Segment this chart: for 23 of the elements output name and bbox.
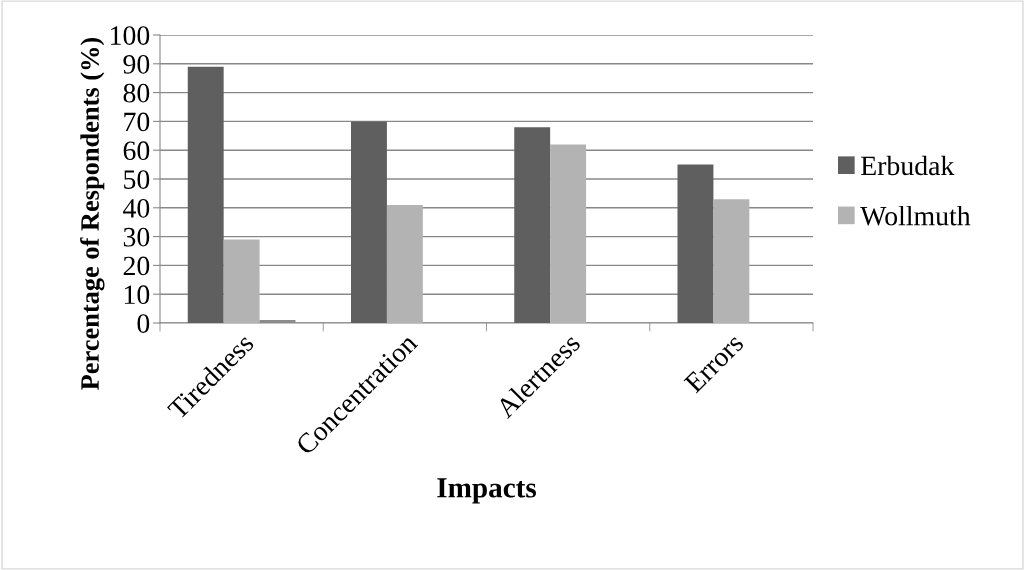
y-tick-label: 70 <box>124 112 150 132</box>
y-tick-label: 90 <box>123 54 150 74</box>
legend-label: Erbudak <box>861 155 955 176</box>
y-tick-label: 10 <box>124 285 150 305</box>
bar <box>351 121 387 323</box>
bar <box>677 164 714 323</box>
bar <box>187 66 224 323</box>
y-tick-label: 100 <box>111 26 150 45</box>
bar <box>514 127 551 323</box>
y-tick-label: 0 <box>137 314 150 333</box>
bar <box>386 204 423 323</box>
y-tick-label: 40 <box>123 198 150 218</box>
y-tick-label: 30 <box>123 227 150 247</box>
x-axis-title: Impacts <box>437 478 537 504</box>
bar <box>713 199 750 323</box>
legend-label: Wollmuth <box>860 205 971 226</box>
y-tick-label: 80 <box>123 83 150 103</box>
y-tick-label: 60 <box>123 141 150 161</box>
y-tick-label: 20 <box>123 256 150 276</box>
y-axis-title: Percentage of Respondents (%) <box>80 37 105 390</box>
y-tick-label: 50 <box>124 170 150 189</box>
bar <box>223 239 260 323</box>
bar <box>550 144 587 323</box>
